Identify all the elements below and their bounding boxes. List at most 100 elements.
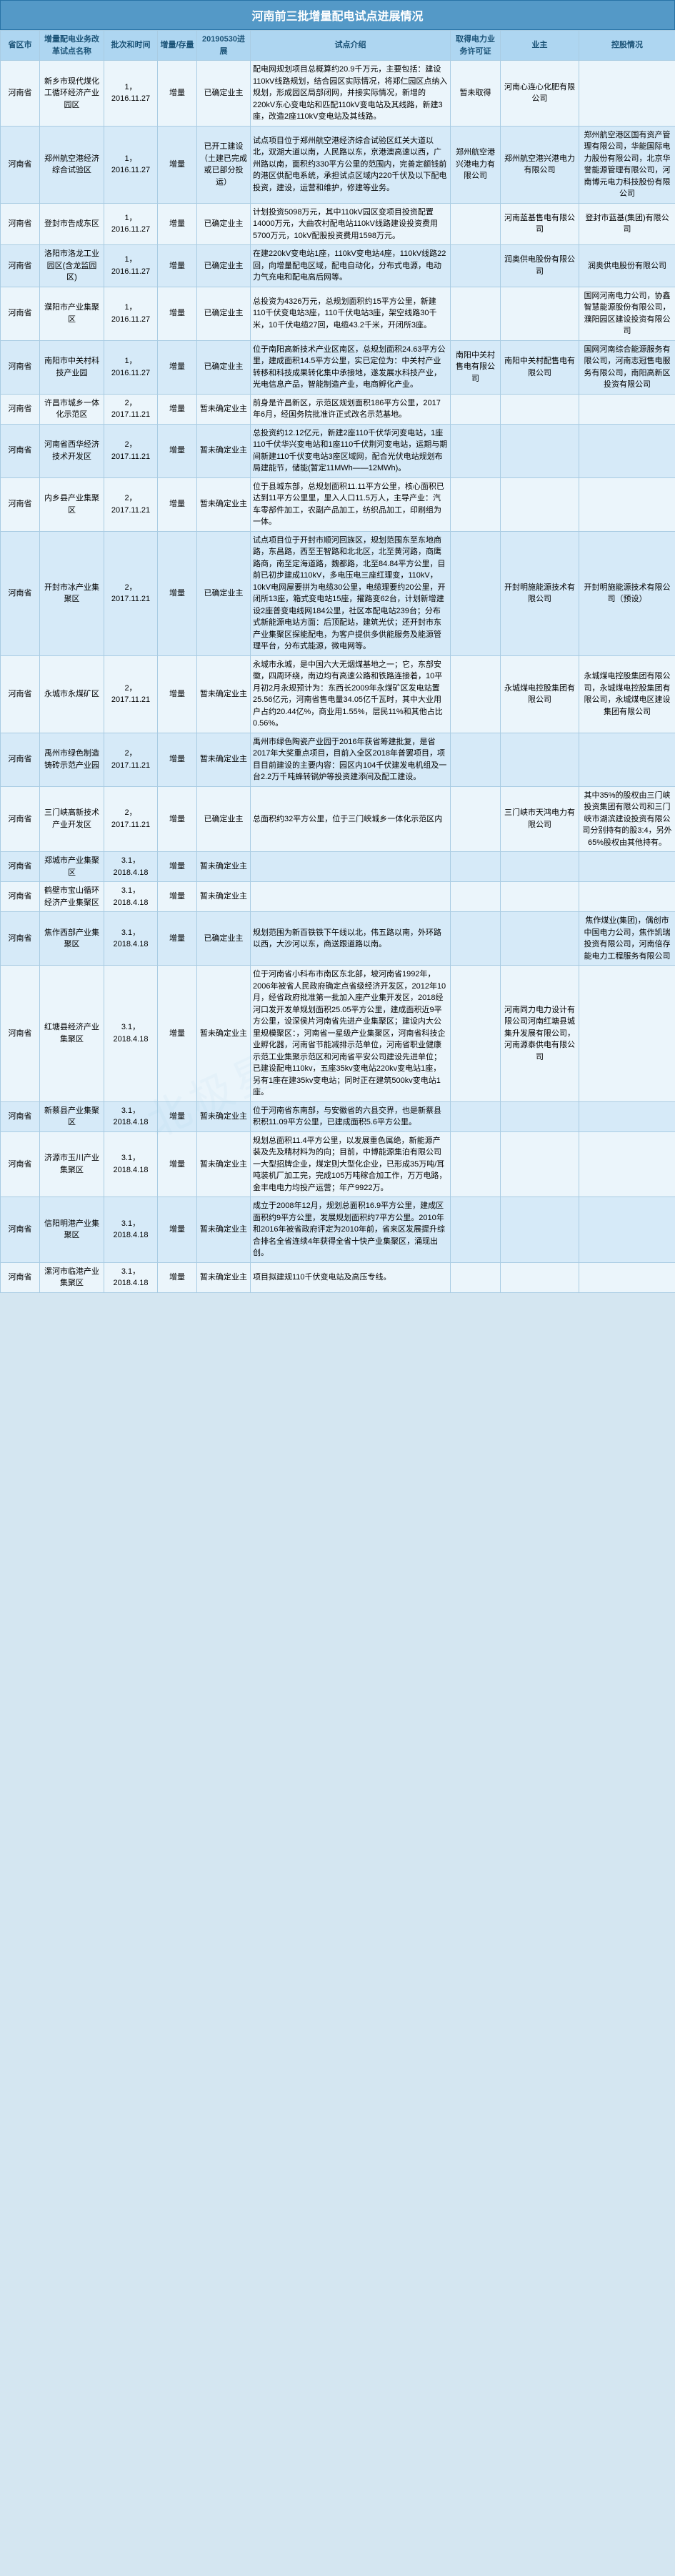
table-row: 河南省登封市告成东区1，2016.11.27增量已确定业主计划投资5098万元，… — [1, 203, 675, 245]
cell-inc: 增量 — [158, 1262, 197, 1292]
cell-lic: 南阳中关村售电有限公司 — [451, 340, 501, 394]
cell-batch: 3.1，2018.4.18 — [104, 966, 158, 1102]
cell-prov: 河南省 — [1, 882, 40, 912]
cell-hold — [579, 966, 675, 1102]
cell-prov: 河南省 — [1, 203, 40, 245]
table-row: 河南省郑州航空港经济综合试验区1，2016.11.27增量已开工建设（土建已完成… — [1, 126, 675, 203]
cell-own — [501, 1262, 579, 1292]
table-body: 河南省新乡市现代煤化工循环经济产业园区1，2016.11.27增量已确定业主配电… — [1, 61, 675, 1293]
cell-own — [501, 424, 579, 477]
cell-hold: 郑州航空港区国有资产管理有限公司，华能国际电力股份有限公司，北京华誉能源管理有限… — [579, 126, 675, 203]
cell-own — [501, 394, 579, 424]
cell-desc: 位于南阳高新技术产业区南区，总规划面积24.63平方公里，建成面积14.5平方公… — [251, 340, 451, 394]
cell-lic — [451, 852, 501, 882]
cell-inc: 增量 — [158, 287, 197, 340]
cell-hold: 润奥供电股份有限公司 — [579, 245, 675, 287]
cell-desc — [251, 882, 451, 912]
cell-prog: 暂未确定业主 — [197, 882, 251, 912]
cell-name: 三门峡高新技术产业开发区 — [40, 786, 104, 852]
cell-own — [501, 287, 579, 340]
cell-own: 郑州航空港兴港电力有限公司 — [501, 126, 579, 203]
cell-hold — [579, 477, 675, 531]
cell-hold — [579, 394, 675, 424]
cell-lic — [451, 1131, 501, 1197]
cell-prog: 暂未确定业主 — [197, 477, 251, 531]
cell-desc: 计划投资5098万元，其中110kV园区变项目投资配置14000万元，大曲农村配… — [251, 203, 451, 245]
cell-lic — [451, 912, 501, 966]
cell-prog: 暂未确定业主 — [197, 966, 251, 1102]
cell-hold — [579, 733, 675, 786]
cell-name: 禹州市绿色制造铸砖示范产业园 — [40, 733, 104, 786]
table-row: 河南省河南省西华经济技术开发区2，2017.11.21增量暂未确定业主总投资约1… — [1, 424, 675, 477]
cell-batch: 1，2016.11.27 — [104, 126, 158, 203]
table-row: 河南省永城市永煤矿区2，2017.11.21增量暂未确定业主永城市永城，是中国六… — [1, 655, 675, 733]
cell-batch: 2，2017.11.21 — [104, 531, 158, 655]
cell-lic — [451, 477, 501, 531]
cell-hold: 焦作煤业(集团)，偶创市中国电力公司，焦作凯瑞投资有限公司，河南倍存能电力工程服… — [579, 912, 675, 966]
cell-lic — [451, 287, 501, 340]
cell-hold: 国网河南电力公司，协鑫智慧能源股份有限公司，濮阳园区建设投资有限公司 — [579, 287, 675, 340]
cell-hold — [579, 852, 675, 882]
table-row: 河南省南阳市中关村科技产业园1，2016.11.27增量已确定业主位于南阳高新技… — [1, 340, 675, 394]
cell-inc: 增量 — [158, 733, 197, 786]
cell-prog: 已确定业主 — [197, 287, 251, 340]
table-row: 河南省禹州市绿色制造铸砖示范产业园2，2017.11.21增量暂未确定业主禹州市… — [1, 733, 675, 786]
table-row: 河南省许昌市城乡一体化示范区2，2017.11.21增量暂未确定业主前身是许昌新… — [1, 394, 675, 424]
cell-batch: 3.1，2018.4.18 — [104, 1197, 158, 1263]
cell-name: 许昌市城乡一体化示范区 — [40, 394, 104, 424]
cell-name: 永城市永煤矿区 — [40, 655, 104, 733]
table-row: 河南省内乡县产业集聚区2，2017.11.21增量暂未确定业主位于县城东部，总规… — [1, 477, 675, 531]
column-header: 省区市 — [1, 31, 40, 61]
column-header: 取得电力业务许可证 — [451, 31, 501, 61]
cell-prog: 暂未确定业主 — [197, 394, 251, 424]
cell-name: 开封市冰产业集聚区 — [40, 531, 104, 655]
page-title: 河南前三批增量配电试点进展情况 — [0, 0, 675, 30]
cell-own: 三门峡市天鸿电力有限公司 — [501, 786, 579, 852]
cell-hold — [579, 1262, 675, 1292]
cell-batch: 2，2017.11.21 — [104, 733, 158, 786]
cell-prog: 已确定业主 — [197, 245, 251, 287]
cell-prov: 河南省 — [1, 912, 40, 966]
cell-prog: 已确定业主 — [197, 61, 251, 127]
cell-batch: 2，2017.11.21 — [104, 394, 158, 424]
cell-prog: 已确定业主 — [197, 786, 251, 852]
cell-desc: 成立于2008年12月，规划总面积16.9平方公里，建成区面积约9平方公里，发展… — [251, 1197, 451, 1263]
cell-name: 郑州航空港经济综合试验区 — [40, 126, 104, 203]
cell-inc: 增量 — [158, 655, 197, 733]
cell-prov: 河南省 — [1, 477, 40, 531]
cell-batch: 3.1，2018.4.18 — [104, 1131, 158, 1197]
cell-lic — [451, 203, 501, 245]
cell-prog: 暂未确定业主 — [197, 424, 251, 477]
cell-hold: 开封明施能源技术有限公司（预设） — [579, 531, 675, 655]
cell-own — [501, 477, 579, 531]
cell-lic — [451, 882, 501, 912]
column-header: 控股情况 — [579, 31, 675, 61]
cell-batch: 2，2017.11.21 — [104, 477, 158, 531]
table-row: 河南省鹤壁市宝山循环经济产业集聚区3.1，2018.4.18增量暂未确定业主 — [1, 882, 675, 912]
cell-batch: 3.1，2018.4.18 — [104, 1262, 158, 1292]
data-table: 省区市增量配电业务改革试点名称批次和时间增量/存量20190530进展试点介绍取… — [0, 30, 675, 1293]
column-header: 增量/存量 — [158, 31, 197, 61]
cell-hold: 其中35%的股权由三门峡投资集团有限公司和三门峡市湖滨建设投资有限公司分别持有的… — [579, 786, 675, 852]
cell-desc: 试点项目位于郑州航空港经济综合试验区红关大道以北，双湖大道以南，人民路以东，京港… — [251, 126, 451, 203]
cell-desc: 试点项目位于开封市顺河回族区，规划范围东至东地商路，东昌路，西至王智路和北北区，… — [251, 531, 451, 655]
table-row: 河南省信阳明港产业集聚区3.1，2018.4.18增量暂未确定业主成立于2008… — [1, 1197, 675, 1263]
cell-desc: 前身是许昌新区，示范区规划面积186平方公里，2017年6月，经国务院批准许正式… — [251, 394, 451, 424]
cell-prog: 已确定业主 — [197, 531, 251, 655]
cell-prog: 已确定业主 — [197, 912, 251, 966]
cell-prov: 河南省 — [1, 245, 40, 287]
table-row: 河南省新蔡县产业集聚区3.1，2018.4.18增量暂未确定业主位于河南省东南部… — [1, 1101, 675, 1131]
cell-batch: 1，2016.11.27 — [104, 61, 158, 127]
cell-lic — [451, 1262, 501, 1292]
cell-desc: 永城市永城，是中国六大无烟煤基地之一；它，东部安徽，四周环绕，南边均有高速公路和… — [251, 655, 451, 733]
cell-name: 信阳明港产业集聚区 — [40, 1197, 104, 1263]
cell-prov: 河南省 — [1, 424, 40, 477]
cell-inc: 增量 — [158, 245, 197, 287]
cell-hold — [579, 61, 675, 127]
column-header: 试点介绍 — [251, 31, 451, 61]
table-row: 河南省漯河市临港产业集聚区3.1，2018.4.18增量暂未确定业主项目拟建规1… — [1, 1262, 675, 1292]
cell-prog: 暂未确定业主 — [197, 1101, 251, 1131]
cell-name: 濮阳市产业集聚区 — [40, 287, 104, 340]
cell-inc: 增量 — [158, 531, 197, 655]
cell-name: 鹤壁市宝山循环经济产业集聚区 — [40, 882, 104, 912]
